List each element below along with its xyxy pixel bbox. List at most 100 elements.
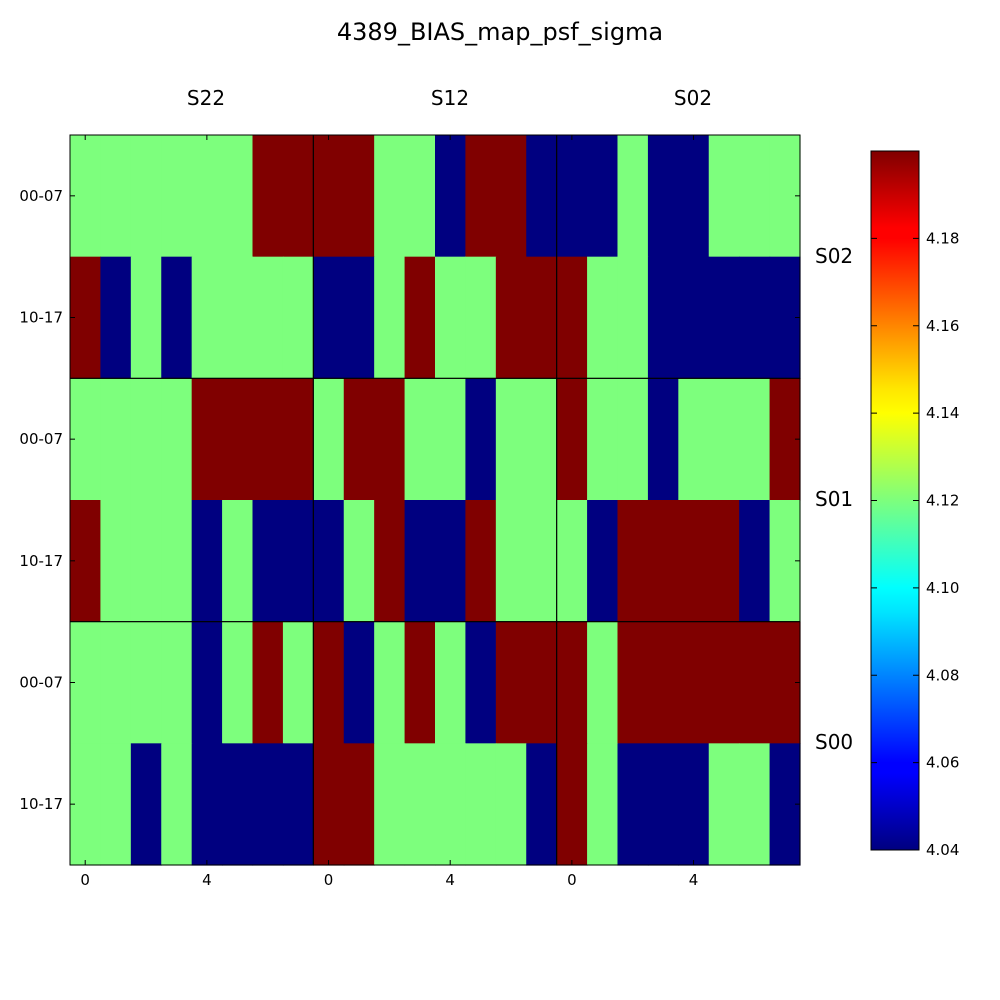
panel-frame [556,621,801,866]
heatmap-cell [343,743,375,866]
axis-ticks: 00-07 10-17 00-07 10-17 00-07 10-17 0 4 0 4 0 4 [19,135,800,889]
heatmap-cells [70,135,801,866]
heatmap-cell [222,135,254,258]
heatmap-cell [70,743,102,866]
heatmap-cell [587,621,619,744]
heatmap-cell [617,256,649,379]
heatmap-cell [252,256,284,379]
colorbar-tick-label: 4.10 [926,579,959,597]
heatmap-cell [252,500,284,623]
heatmap-cell [100,743,132,866]
heatmap-cell [587,743,619,866]
panel-row-label-s00: S00 [815,730,853,754]
heatmap-cell [647,621,679,744]
heatmap-cell [465,256,497,379]
panel-column-label-s02: S02 [674,86,712,110]
heatmap-cell [282,500,314,623]
heatmap-cell [556,378,588,501]
heatmap-cell [130,743,162,866]
heatmap-cell [343,378,375,501]
heatmap-cell [495,621,527,744]
heatmap-cell [404,378,436,501]
heatmap-cell [708,135,740,258]
heatmap-cell [404,621,436,744]
heatmap-cell [252,743,284,866]
heatmap-cell [404,135,436,258]
heatmap-cell [191,378,223,501]
heatmap-cell [222,500,254,623]
heatmap-cell [100,621,132,744]
heatmap-cell [404,256,436,379]
heatmap-cell [526,621,558,744]
heatmap-cell [282,256,314,379]
heatmap-cell [435,378,467,501]
heatmap-cell [374,743,406,866]
heatmap-cell [374,135,406,258]
heatmap-cell [465,135,497,258]
heatmap-cell [313,135,345,258]
colorbar-tick-label: 4.04 [926,841,959,859]
heatmap-cell [70,500,102,623]
heatmap-cell [313,621,345,744]
heatmap-cell [526,500,558,623]
heatmap-cell [556,500,588,623]
heatmap-cell [526,135,558,258]
panel-column-label-s22: S22 [187,86,225,110]
y-tick-label: 10-17 [19,552,63,570]
heatmap-cell [678,135,710,258]
heatmap-cell [100,256,132,379]
x-tick-label: 4 [445,871,455,889]
colorbar-gradient [870,150,920,851]
y-tick-label: 00-07 [19,430,63,448]
heatmap-cell [678,500,710,623]
heatmap-cell [100,500,132,623]
heatmap-cell [556,135,588,258]
colorbar-tick-label: 4.06 [926,754,959,772]
panel-column-label-s12: S12 [431,86,469,110]
heatmap-cell [739,256,771,379]
heatmap-cell [617,500,649,623]
heatmap-cell [587,500,619,623]
heatmap-cell [526,743,558,866]
colorbar-tick-label: 4.16 [926,317,959,335]
heatmap-cell [130,256,162,379]
heatmap-cell [739,621,771,744]
heatmap-cell [526,256,558,379]
x-tick-label: 0 [567,871,577,889]
heatmap-cell [70,256,102,379]
x-tick-label: 0 [80,871,90,889]
heatmap-cell [343,621,375,744]
heatmap-cell [130,500,162,623]
heatmap-cell [678,743,710,866]
heatmap-cell [495,378,527,501]
heatmap-cell [465,378,497,501]
heatmap-cell [70,135,102,258]
heatmap-cell [161,378,193,501]
heatmap-cell [708,500,740,623]
heatmap-cell [739,135,771,258]
heatmap-cell [70,621,102,744]
heatmap-cell [404,500,436,623]
heatmap-cell [495,500,527,623]
heatmap-cell [556,256,588,379]
panel-row-label-s02: S02 [815,244,853,268]
colorbar-tick-label: 4.14 [926,404,959,422]
heatmap-cell [343,500,375,623]
heatmap-cell [739,743,771,866]
heatmap-cell [191,743,223,866]
heatmap-cell [404,743,436,866]
heatmap-cell [252,378,284,501]
heatmap-cell [374,621,406,744]
heatmap-cell [70,378,102,501]
heatmap-cell [100,135,132,258]
heatmap-cell [647,500,679,623]
panel-borders [69,134,801,866]
heatmap-cell [495,135,527,258]
heatmap-cell [252,135,284,258]
heatmap-cell [708,378,740,501]
heatmap-cell [435,135,467,258]
heatmap-cell [191,621,223,744]
heatmap-cell [708,621,740,744]
heatmap-cell [252,621,284,744]
